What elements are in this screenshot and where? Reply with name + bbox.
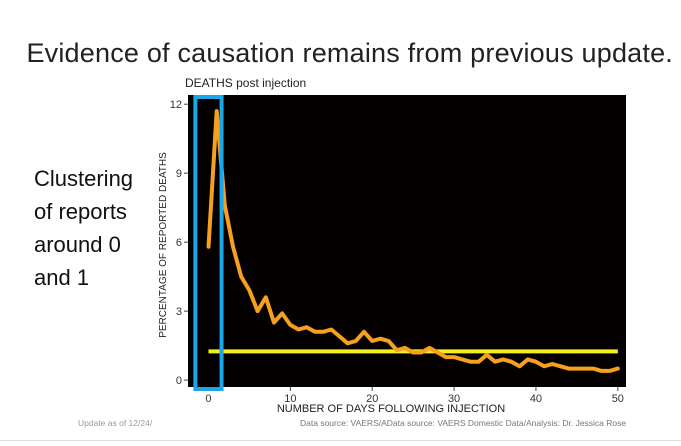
data-point: [543, 365, 545, 368]
data-point: [567, 367, 570, 370]
y-axis-label: PERCENTAGE OF REPORTED DEATHS: [158, 152, 169, 338]
y-tick-label: 3: [176, 306, 182, 318]
data-point: [486, 354, 488, 356]
data-point: [215, 110, 218, 112]
data-point: [445, 356, 447, 358]
side-annotation-line: around 0: [34, 232, 121, 257]
data-point: [559, 365, 562, 368]
data-point: [232, 245, 234, 248]
data-point: [273, 321, 275, 324]
data-point: [461, 358, 464, 361]
data-point: [338, 335, 341, 338]
x-tick-label: 30: [448, 393, 460, 405]
x-tick-label: 50: [612, 393, 624, 405]
data-point: [248, 289, 251, 292]
data-point: [518, 365, 521, 368]
x-tick-label: 0: [205, 393, 211, 405]
data-point: [346, 342, 349, 345]
data-point: [428, 347, 431, 349]
footer-source: Data source: VAERS/AData source: VAERS D…: [300, 418, 627, 428]
side-annotation-line: Clustering: [34, 166, 134, 191]
data-point: [617, 367, 619, 370]
data-point: [551, 363, 554, 365]
data-point: [526, 358, 529, 361]
highlight-box: [193, 95, 224, 391]
data-point: [264, 296, 267, 299]
data-point: [600, 370, 603, 372]
data-point: [510, 360, 513, 363]
y-tick-label: 9: [176, 168, 182, 180]
data-point: [281, 312, 283, 315]
data-point: [289, 324, 292, 326]
data-point: [314, 331, 316, 333]
y-tick-label: 12: [170, 99, 182, 111]
data-point: [330, 328, 333, 331]
data-point: [453, 356, 455, 358]
side-annotation: Clustering of reports around 0 and 1: [34, 162, 133, 294]
data-point: [412, 351, 414, 354]
data-point: [592, 367, 595, 370]
data-point: [420, 351, 423, 354]
data-point: [535, 360, 537, 363]
y-tick-label: 6: [176, 237, 182, 249]
data-point: [576, 367, 578, 370]
side-annotation-line: and 1: [34, 265, 90, 290]
data-point: [363, 331, 365, 333]
data-point: [502, 358, 504, 361]
data-point: [355, 340, 357, 342]
x-tick-label: 20: [366, 393, 378, 405]
data-point: [240, 275, 243, 278]
side-annotation-line: of reports: [34, 199, 127, 224]
data-point: [322, 331, 324, 333]
data-point: [379, 337, 382, 340]
x-tick-label: 40: [530, 393, 542, 405]
data-point: [371, 340, 374, 342]
data-point: [395, 349, 398, 352]
footer-date: Update as of 12/24/: [78, 418, 153, 428]
slide-title: Evidence of causation remains from previ…: [26, 38, 673, 68]
data-point: [207, 245, 210, 248]
data-point: [494, 360, 496, 363]
plot-area: [188, 95, 626, 387]
x-tick-label: 10: [284, 393, 296, 405]
data-point: [387, 340, 390, 342]
y-tick-label: 0: [176, 375, 182, 387]
data-point: [256, 310, 259, 312]
data-point: [224, 204, 226, 207]
data-point: [477, 360, 480, 363]
x-axis-label: NUMBER OF DAYS FOLLOWING INJECTION: [277, 403, 505, 415]
data-point: [469, 360, 472, 363]
bottom-divider: [0, 440, 681, 441]
data-point: [404, 347, 406, 349]
data-point: [436, 351, 439, 354]
data-point: [608, 370, 611, 372]
data-point: [305, 326, 308, 329]
data-point: [297, 328, 300, 331]
data-point: [584, 367, 586, 370]
chart-title: DEATHS post injection: [185, 76, 307, 90]
